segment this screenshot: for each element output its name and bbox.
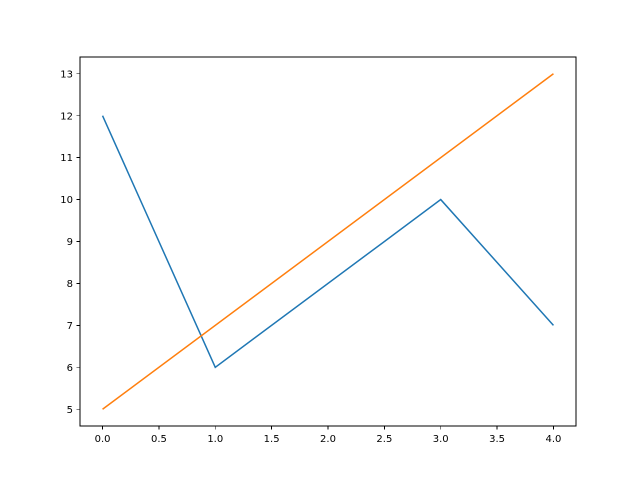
x-tick-label: 2.0 <box>320 434 336 445</box>
x-tick-label: 3.5 <box>489 434 505 445</box>
y-tick-label: 11 <box>60 153 73 164</box>
y-tick-label: 10 <box>60 195 73 206</box>
x-tick-label: 4.0 <box>546 434 562 445</box>
x-tick-label: 0.0 <box>95 434 111 445</box>
x-tick-label: 1.0 <box>207 434 223 445</box>
y-tick-label: 8 <box>67 279 73 290</box>
tick-marks <box>76 73 554 430</box>
y-tick-label: 6 <box>67 363 73 374</box>
y-tick-label: 9 <box>67 237 73 248</box>
y-tick-label: 13 <box>60 69 73 80</box>
x-tick-label: 1.5 <box>264 434 280 445</box>
x-tick-label: 2.5 <box>376 434 392 445</box>
y-tick-label: 12 <box>60 111 73 122</box>
x-tick-label: 3.0 <box>433 434 449 445</box>
line-series-1 <box>101 115 555 369</box>
axes-spines <box>79 56 577 427</box>
y-tick-label: 5 <box>67 405 73 416</box>
data-series <box>101 73 555 410</box>
line-series-2 <box>102 73 554 410</box>
y-tick-label: 7 <box>67 321 73 332</box>
x-tick-label: 0.5 <box>151 434 167 445</box>
tick-labels: 0.0 0.5 1.0 1.5 2.0 2.5 3.0 3.5 4.0 5 6 7 8 9 10 11 12 13 <box>60 69 561 445</box>
